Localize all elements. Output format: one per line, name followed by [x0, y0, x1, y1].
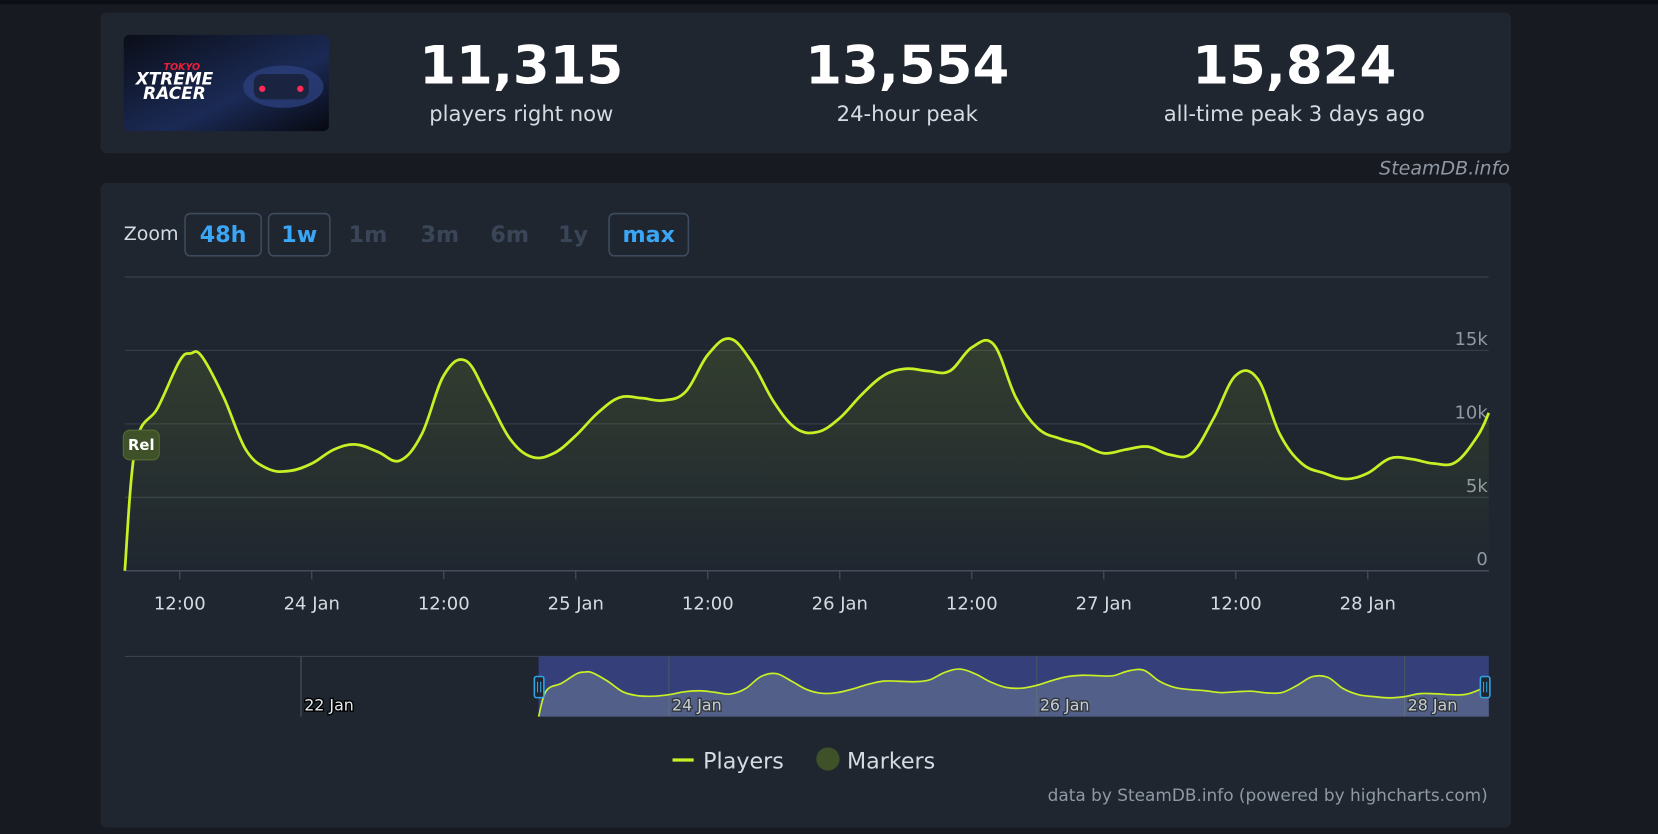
zoom-button-label[interactable]: 3m: [421, 222, 460, 248]
zoom-button-label[interactable]: 48h: [200, 222, 247, 248]
navigator-line: [537, 668, 1490, 717]
x-tick-label: 12:00: [154, 594, 206, 615]
stat-value: 15,824: [1192, 35, 1396, 96]
navigator-handle[interactable]: [533, 675, 545, 699]
stat-value: 13,554: [805, 35, 1009, 96]
x-tick-label: 12:00: [418, 594, 470, 615]
logo-text: RACER: [143, 83, 206, 103]
logo-text: TOKYO: [164, 62, 201, 73]
players-area: [124, 338, 1489, 571]
zoom-button-label[interactable]: 6m: [490, 222, 529, 248]
x-tick-label: 25 Jan: [548, 594, 604, 615]
zoom-button[interactable]: [184, 212, 262, 257]
zoom-button-label[interactable]: 1w: [281, 222, 317, 248]
x-tick-label: 27 Jan: [1076, 594, 1132, 615]
legend-symbol[interactable]: [816, 747, 840, 771]
x-tick-label: 12:00: [1210, 594, 1262, 615]
game-logo: TOKYO XTREME RACER: [123, 34, 329, 132]
navigator-tick-label: 26 Jan: [1040, 696, 1090, 715]
players-line: [123, 337, 1491, 571]
zoom-button-label[interactable]: max: [623, 222, 675, 248]
legend-label[interactable]: Markers: [847, 749, 935, 775]
navigator-tick-label: 28 Jan: [1408, 696, 1458, 715]
stat-label: players right now: [429, 101, 613, 126]
x-tick-label: 26 Jan: [812, 594, 868, 615]
logo-text: XTREME: [135, 68, 214, 88]
x-tick-label: 12:00: [682, 594, 734, 615]
credits[interactable]: data by SteamDB.info (powered by highcha…: [1048, 785, 1488, 805]
x-tick-label: 24 Jan: [284, 594, 340, 615]
stat-label: all-time peak 3 days ago: [1164, 101, 1425, 126]
navigator-tick-label: 24 Jan: [672, 696, 722, 715]
stat-value: 11,315: [419, 35, 623, 96]
navigator-handle[interactable]: [1479, 675, 1491, 699]
header-panel: [100, 12, 1512, 154]
zoom-button[interactable]: [267, 212, 331, 257]
zoom-button[interactable]: [608, 212, 690, 257]
logo-taillight: [259, 85, 266, 92]
marker-label[interactable]: Rel: [128, 437, 155, 454]
navigator-tick-label: 22 Jan: [304, 696, 354, 715]
logo-taillight: [297, 85, 304, 92]
zoom-button-label[interactable]: 1m: [349, 222, 388, 248]
y-tick-label: 15k: [1454, 329, 1488, 350]
y-tick-label: 10k: [1454, 402, 1488, 423]
stat-label: 24-hour peak: [837, 101, 979, 126]
source-link[interactable]: SteamDB.info: [1379, 158, 1510, 180]
navigator-selection[interactable]: [538, 656, 1489, 717]
top-strip: [0, 0, 1658, 5]
marker-flag[interactable]: [122, 429, 160, 461]
legend-label[interactable]: Players: [703, 749, 784, 775]
logo-car-body: [253, 73, 309, 100]
zoom-label: Zoom: [124, 223, 179, 245]
zoom-button-label[interactable]: 1y: [558, 222, 588, 248]
zoom-buttons: 48h 1w 1m 3m 6m 1y max: [184, 212, 690, 257]
x-tick-label: 28 Jan: [1340, 594, 1396, 615]
x-tick-label: 12:00: [946, 594, 998, 615]
navigator-area: [538, 669, 1489, 717]
